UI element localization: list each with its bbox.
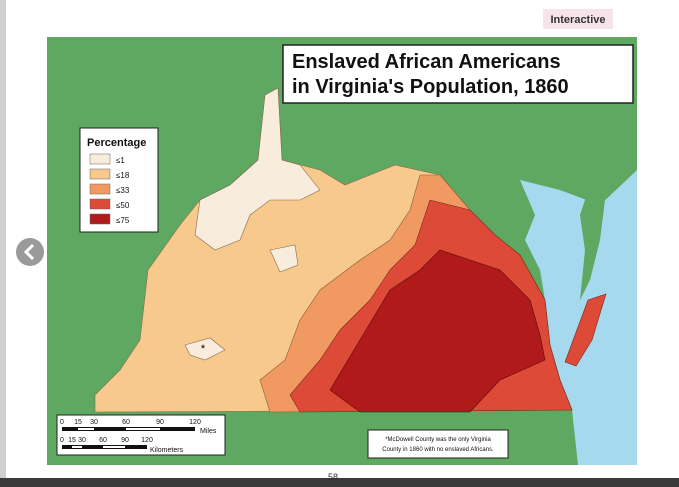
prev-arrow bbox=[23, 243, 35, 261]
legend-items: ≤1 ≤18 ≤33 ≤50 ≤75 bbox=[89, 153, 130, 225]
scale-bar-seg bbox=[126, 428, 160, 430]
scale-tick-label: 120 bbox=[141, 437, 153, 444]
zone-75 bbox=[329, 249, 546, 413]
page-number: 58 bbox=[328, 472, 338, 482]
badge: Interactive bbox=[550, 14, 605, 26]
scale-bar-seg bbox=[78, 428, 94, 430]
map: * Enslaved African Americans in Virginia… bbox=[47, 37, 637, 465]
scale-tick-label: 30 bbox=[78, 437, 86, 444]
legend-swatch bbox=[89, 153, 111, 165]
title-box bbox=[282, 44, 634, 104]
marker: * bbox=[201, 343, 206, 355]
title-line: Enslaved African Americans bbox=[292, 51, 561, 73]
title-line: in Virginia's Population, 1860 bbox=[292, 76, 569, 98]
water bbox=[520, 170, 637, 465]
legend-swatch bbox=[89, 213, 111, 225]
note-line: *McDowell County was the only Virginia bbox=[385, 437, 491, 443]
scale-tick-label: 0 bbox=[60, 419, 64, 426]
legend-swatch bbox=[89, 183, 111, 195]
scale-tick-label: 15 bbox=[68, 437, 76, 444]
legend-label: ≤50 bbox=[116, 201, 130, 210]
scale-bar-seg bbox=[72, 446, 82, 448]
legend-label: ≤75 bbox=[116, 216, 130, 225]
scale-tick-label: 30 bbox=[90, 419, 98, 426]
viewer-edge bbox=[0, 0, 6, 487]
legend-label: ≤18 bbox=[116, 171, 130, 180]
legend-swatch bbox=[89, 168, 111, 180]
scale-unit: Miles bbox=[200, 428, 217, 435]
scale-tick-label: 60 bbox=[99, 437, 107, 444]
bottom-bar bbox=[0, 478, 679, 487]
legend-swatch bbox=[89, 198, 111, 210]
prev-button[interactable] bbox=[16, 238, 44, 266]
scale-tick-label: 15 bbox=[74, 419, 82, 426]
badge-bg bbox=[543, 9, 613, 29]
eastern-shore bbox=[564, 293, 607, 367]
scale-tick-label: 90 bbox=[121, 437, 129, 444]
scale-tick-label: 120 bbox=[189, 419, 201, 426]
legend-label: ≤33 bbox=[116, 186, 130, 195]
note-line: County in 1860 with no enslaved Africans… bbox=[382, 447, 494, 453]
scale-unit: Kilometers bbox=[150, 447, 184, 454]
scale-bar-seg bbox=[103, 446, 125, 448]
scale-tick-label: 0 bbox=[60, 437, 64, 444]
delmarva bbox=[580, 185, 605, 300]
legend-title: Percentage bbox=[87, 137, 146, 149]
scale-tick-label: 90 bbox=[156, 419, 164, 426]
scale-tick-label: 60 bbox=[122, 419, 130, 426]
zone-1 bbox=[194, 87, 321, 251]
mcdowell bbox=[184, 337, 226, 361]
zone-1b bbox=[269, 244, 299, 273]
note-box bbox=[367, 429, 509, 459]
legend-label: ≤1 bbox=[116, 156, 125, 165]
